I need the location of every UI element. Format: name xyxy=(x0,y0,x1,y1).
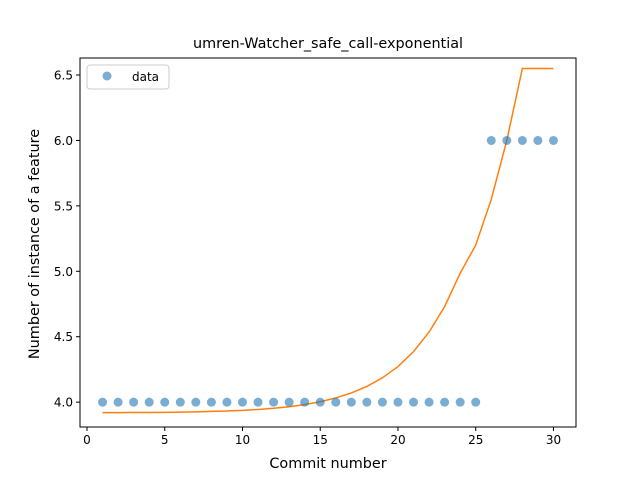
data-point xyxy=(191,397,201,407)
data-point xyxy=(517,135,527,145)
data-point xyxy=(440,397,450,407)
x-tick-label: 30 xyxy=(546,433,561,447)
y-tick-label: 4.5 xyxy=(54,330,73,344)
data-point xyxy=(346,397,356,407)
plot-area xyxy=(98,67,558,414)
x-tick-label: 0 xyxy=(83,433,91,447)
y-tick-label: 4.0 xyxy=(54,396,73,410)
data-point xyxy=(175,397,185,407)
fit-line xyxy=(102,67,554,414)
y-tick-label: 5.5 xyxy=(54,199,73,213)
y-axis-label: Number of instance of a feature xyxy=(27,129,43,359)
data-point xyxy=(300,397,310,407)
data-point xyxy=(315,397,325,407)
data-point xyxy=(362,397,372,407)
data-point xyxy=(98,397,108,407)
data-point xyxy=(486,135,496,145)
data-point xyxy=(424,397,434,407)
legend: data xyxy=(86,64,170,90)
data-point xyxy=(331,397,341,407)
data-point xyxy=(502,135,512,145)
data-point xyxy=(284,397,294,407)
data-point xyxy=(393,397,403,407)
legend-label-data: data xyxy=(132,70,159,84)
x-axis-label: Commit number xyxy=(269,456,386,472)
data-point xyxy=(533,135,543,145)
legend-box xyxy=(86,64,170,90)
legend-marker-data xyxy=(102,71,112,81)
data-point xyxy=(455,397,465,407)
data-point xyxy=(237,397,247,407)
x-tick-label: 5 xyxy=(161,433,169,447)
data-point xyxy=(113,397,123,407)
x-tick-label: 15 xyxy=(313,433,328,447)
data-point xyxy=(253,397,263,407)
x-tick-label: 20 xyxy=(390,433,405,447)
x-tick-label: 25 xyxy=(468,433,483,447)
data-point xyxy=(548,135,558,145)
x-tick-label: 10 xyxy=(235,433,250,447)
data-point xyxy=(144,397,154,407)
data-point xyxy=(206,397,216,407)
data-point xyxy=(160,397,170,407)
data-point xyxy=(129,397,139,407)
data-point xyxy=(269,397,279,407)
chart-title: umren-Watcher_safe_call-exponential xyxy=(193,36,463,52)
y-tick-label: 5.0 xyxy=(54,265,73,279)
data-point xyxy=(471,397,481,407)
data-point xyxy=(409,397,419,407)
axes-frame xyxy=(79,57,577,428)
y-tick-label: 6.0 xyxy=(54,134,73,148)
y-tick-label: 6.5 xyxy=(54,69,73,83)
data-point xyxy=(222,397,232,407)
axes: 0 5 10 15 20 25 30 4.0 4.5 5.0 5.5 6.0 6.5 xyxy=(54,57,577,447)
data-point xyxy=(377,397,387,407)
